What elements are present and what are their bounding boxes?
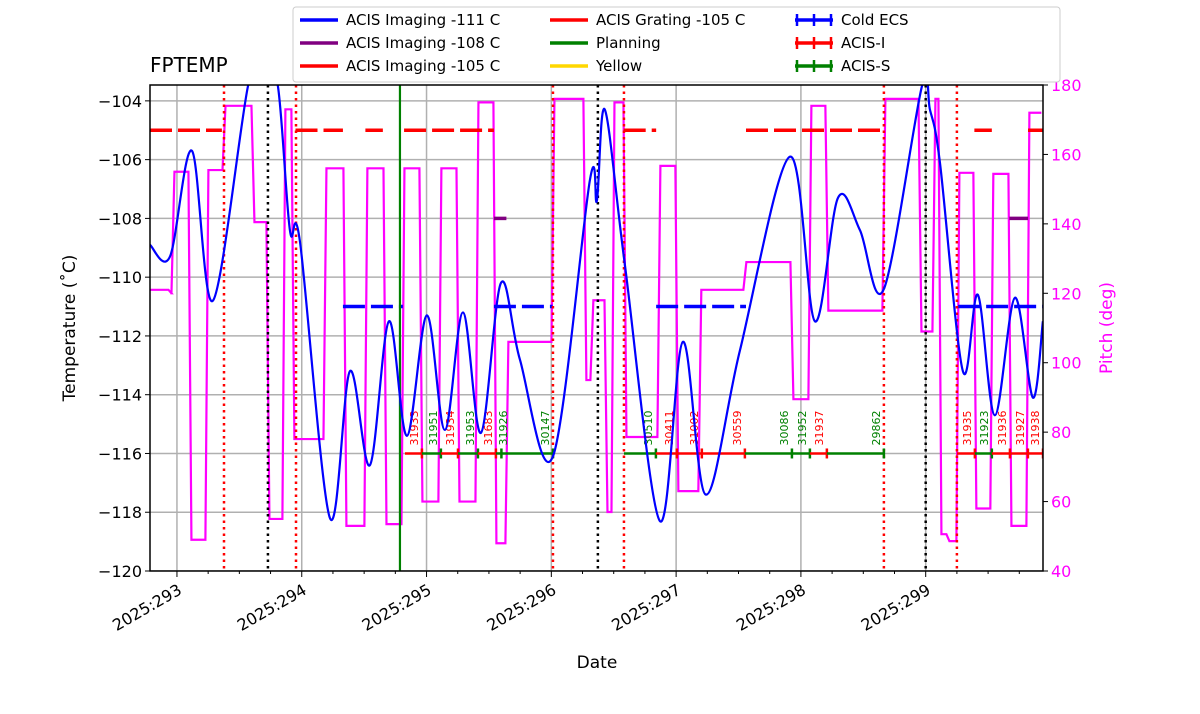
y2-tick-label: 100 [1051, 354, 1082, 373]
obsid-label-31951: 31951 [427, 410, 440, 445]
legend-label: ACIS Imaging -108 C [346, 34, 500, 52]
y2-tick-label: 40 [1051, 562, 1071, 581]
obsid-label-31953: 31953 [464, 410, 477, 445]
y-tick-label: −118 [98, 503, 142, 522]
y-tick-label: −116 [98, 444, 142, 463]
y2-tick-label: 120 [1051, 284, 1082, 303]
x-tick-label: 2025:295 [359, 580, 435, 635]
x-axis-label: Date [577, 653, 618, 673]
y-tick-label: −104 [98, 92, 142, 111]
y2-tick-label: 160 [1051, 145, 1082, 164]
x-tick-label: 2025:297 [608, 580, 684, 635]
legend-item: ACIS Imaging -105 C [300, 57, 500, 75]
axes-frame [149, 84, 1044, 572]
legend-item: ACIS-S [795, 57, 890, 75]
plot-area: 31933 31951 31934 31953 31683 31926 30147 30510… [150, 85, 1043, 571]
obsid-label-31938: 31938 [1029, 410, 1042, 445]
x-tick-label: 2025:296 [483, 580, 559, 635]
y-tick-label: −110 [98, 268, 142, 287]
legend-item: ACIS Grating -105 C [550, 11, 745, 29]
legend-box [292, 6, 1061, 83]
legend-label: ACIS-S [841, 57, 890, 75]
x-tick-label: 2025:299 [858, 580, 934, 635]
y-axis-label: Temperature (˚C) [59, 255, 80, 403]
obsid-label-30086: 30086 [778, 410, 791, 445]
x-tick-label: 2025:294 [234, 580, 310, 635]
legend-item: Cold ECS [795, 11, 909, 29]
y-tick-label: −112 [98, 327, 142, 346]
legend-item: Planning [550, 34, 661, 52]
legend-item: Yellow [550, 57, 642, 75]
obsid-label-31936: 31936 [996, 410, 1009, 445]
obsid-label-31926: 31926 [497, 410, 510, 445]
legend-label: ACIS Grating -105 C [596, 11, 745, 29]
obsid-label-31935: 31935 [961, 410, 974, 445]
legend-label: ACIS Imaging -111 C [346, 11, 500, 29]
y-tick-label: −108 [98, 209, 142, 228]
y2-tick-label: 60 [1051, 493, 1071, 512]
chart-title: FPTEMP [150, 53, 228, 77]
legend-label: Planning [596, 34, 661, 52]
obsid-label-30147: 30147 [539, 410, 552, 445]
y-tick-label: −106 [98, 151, 142, 170]
obsid-label-31937: 31937 [813, 410, 826, 445]
legend-item: ACIS-I [795, 34, 885, 52]
obsid-label-30559: 30559 [731, 410, 744, 445]
obsid-label-31923: 31923 [978, 410, 991, 445]
legend-item: ACIS Imaging -111 C [300, 11, 500, 29]
obsid-label-31927: 31927 [1014, 410, 1027, 445]
obsid-label-31952: 31952 [796, 410, 809, 445]
legend: ACIS Imaging -111 C ACIS Imaging -108 C AC… [292, 6, 1061, 83]
temperature-line [150, 85, 1043, 523]
obsid-label-29862: 29862 [870, 410, 883, 445]
y2-tick-label: 140 [1051, 215, 1082, 234]
x-tick-label: 2025:298 [733, 580, 809, 635]
pitch-line [150, 97, 1042, 545]
legend-label: Yellow [595, 57, 642, 75]
legend-label: Cold ECS [841, 11, 909, 29]
legend-label: ACIS-I [841, 34, 885, 52]
legend-label: ACIS Imaging -105 C [346, 57, 500, 75]
x-tick-label: 2025:293 [109, 580, 185, 635]
y-tick-label: −120 [98, 562, 142, 581]
y2-axis-label: Pitch (deg) [1097, 282, 1117, 374]
y-tick-label: −114 [98, 386, 142, 405]
legend-item: ACIS Imaging -108 C [300, 34, 500, 52]
y2-tick-label: 80 [1051, 423, 1071, 442]
